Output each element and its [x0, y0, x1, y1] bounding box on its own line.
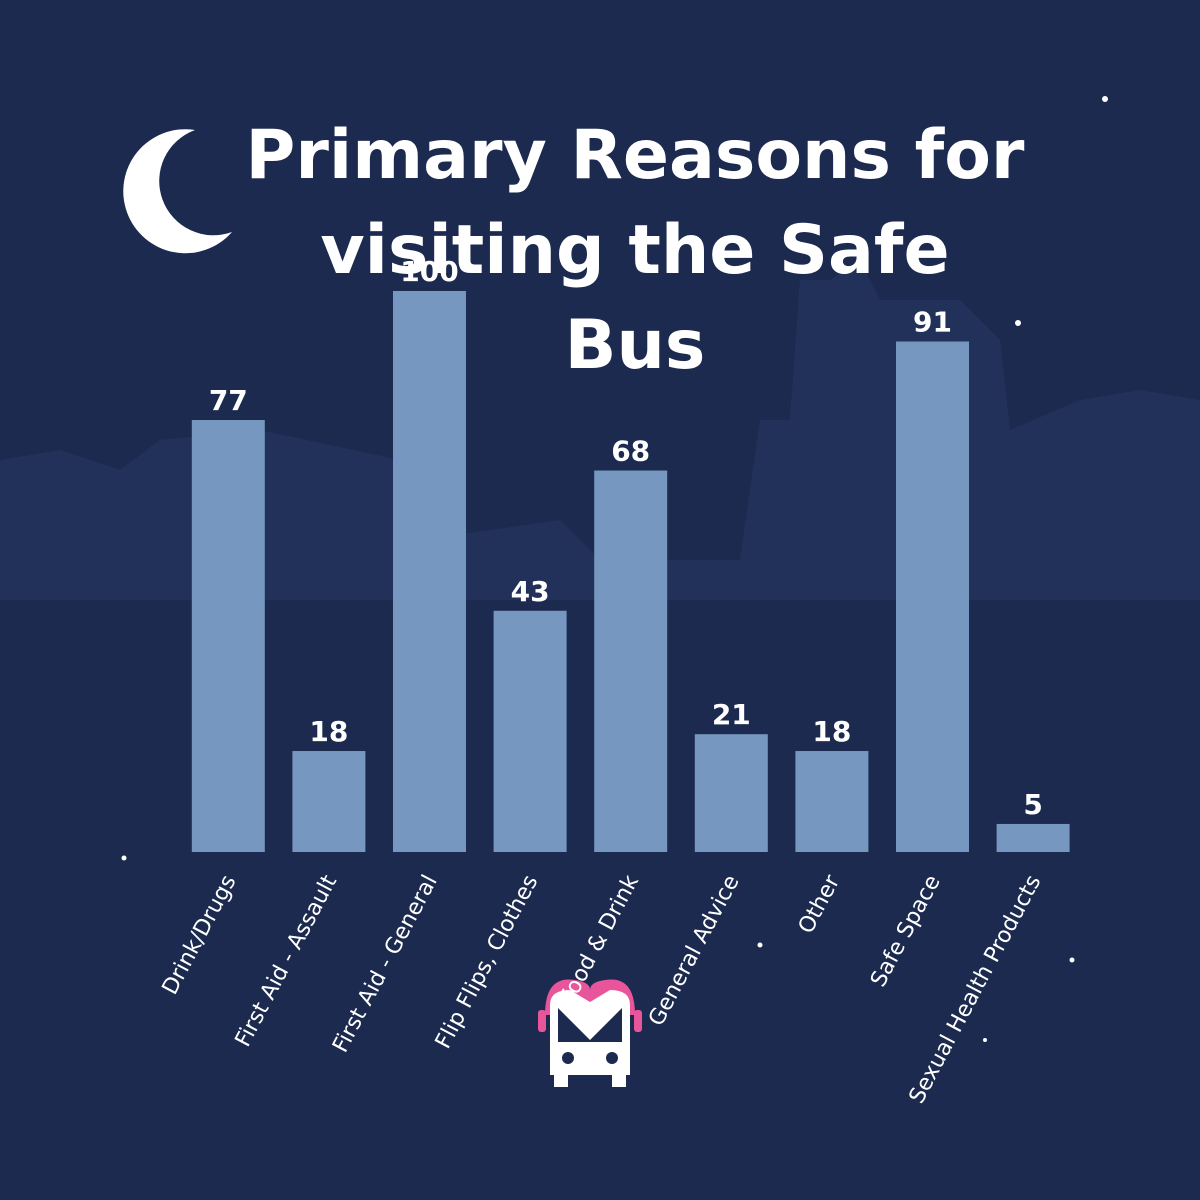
bar — [896, 341, 969, 852]
bar — [795, 751, 869, 852]
chart-title: Primary Reasons for visiting the Safe Bu… — [245, 116, 1025, 386]
value-label: 68 — [611, 435, 650, 468]
bar — [594, 470, 668, 852]
bar — [292, 751, 366, 852]
bar — [694, 734, 768, 852]
value-label: 18 — [309, 715, 348, 748]
bar — [493, 610, 567, 852]
value-label: 21 — [712, 698, 751, 731]
bar — [996, 823, 1070, 852]
bar — [393, 291, 466, 852]
moon — [123, 129, 232, 254]
value-label: 100 — [400, 255, 458, 288]
value-label: 5 — [1023, 788, 1042, 821]
value-label: 18 — [812, 715, 851, 748]
bus-icon — [538, 979, 642, 1087]
stars — [121, 96, 1108, 1042]
bar — [191, 420, 265, 852]
value-label: 91 — [913, 305, 952, 338]
value-label: 77 — [209, 384, 248, 417]
value-label: 43 — [511, 575, 550, 608]
